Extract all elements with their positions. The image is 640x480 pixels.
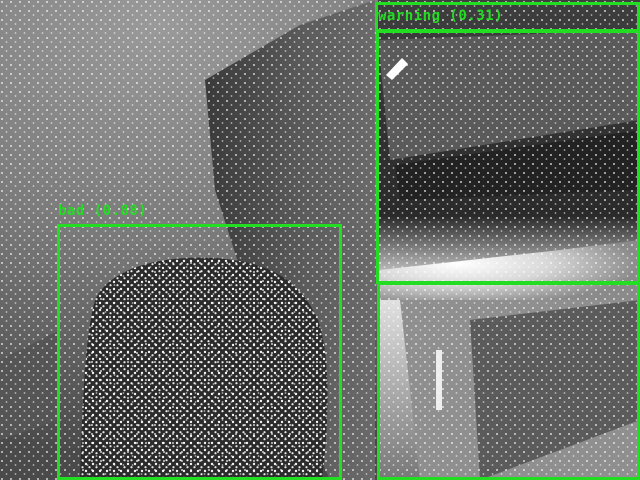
detection-box-lower-right: [377, 282, 640, 480]
detection-label-bad: bad (0.88): [58, 203, 148, 219]
detection-label-warning: warning (0.31): [378, 8, 504, 24]
detection-box-bad: [57, 224, 342, 480]
detection-box-warning: [376, 30, 640, 284]
